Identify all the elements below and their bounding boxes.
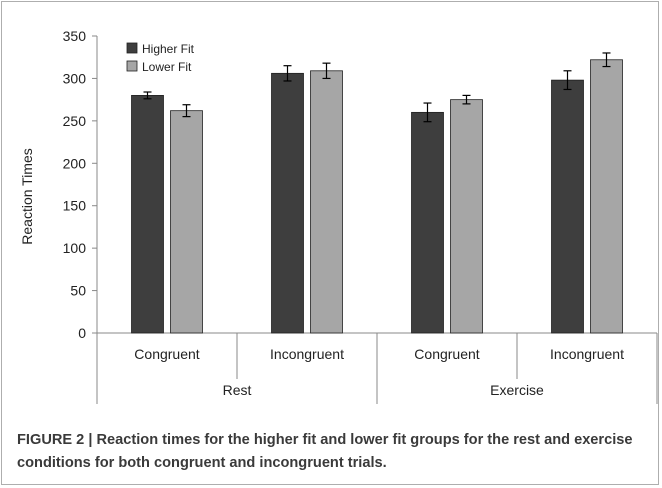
x-category-label: Congruent: [134, 346, 199, 362]
bar-lower-fit: [590, 59, 623, 334]
bar-lower-fit: [170, 110, 203, 334]
bar-lower-fit: [450, 99, 483, 334]
y-tick-label: 300: [63, 70, 87, 86]
y-tick-label: 50: [70, 283, 86, 299]
bar-lower-fit: [310, 70, 343, 334]
y-tick-label: 350: [63, 28, 87, 44]
x-category-label: Congruent: [414, 346, 479, 362]
chart-svg: 0 50 100 150 200 250 300 350 Reaction Times Rest E…: [19, 28, 658, 404]
y-tick-label: 150: [63, 198, 87, 214]
y-tick-label: 250: [63, 113, 87, 129]
bar-higher-fit: [411, 111, 444, 334]
caption-box: FIGURE 2 | Reaction times for the higher…: [2, 418, 658, 484]
x-group-label: Rest: [223, 382, 252, 398]
bar-higher-fit: [131, 95, 164, 334]
bar-higher-fit: [271, 72, 304, 334]
x-category-label: Incongruent: [270, 346, 344, 362]
bar-higher-fit: [551, 79, 584, 334]
legend-swatch: [126, 60, 138, 72]
x-category-label: Incongruent: [550, 346, 624, 362]
x-group-label: Exercise: [490, 382, 544, 398]
y-tick-label: 100: [63, 240, 87, 256]
legend-swatch: [126, 42, 138, 54]
y-tick-label: 200: [63, 155, 87, 171]
figure-caption: FIGURE 2 | Reaction times for the higher…: [17, 432, 633, 471]
y-tick-label: 0: [78, 325, 86, 341]
y-axis-title: Reaction Times: [19, 148, 35, 244]
legend-label: Higher Fit: [142, 42, 195, 56]
bar-chart: 0 50 100 150 200 250 300 350 Reaction Times Rest E…: [2, 2, 660, 417]
legend-label: Lower Fit: [142, 60, 192, 74]
